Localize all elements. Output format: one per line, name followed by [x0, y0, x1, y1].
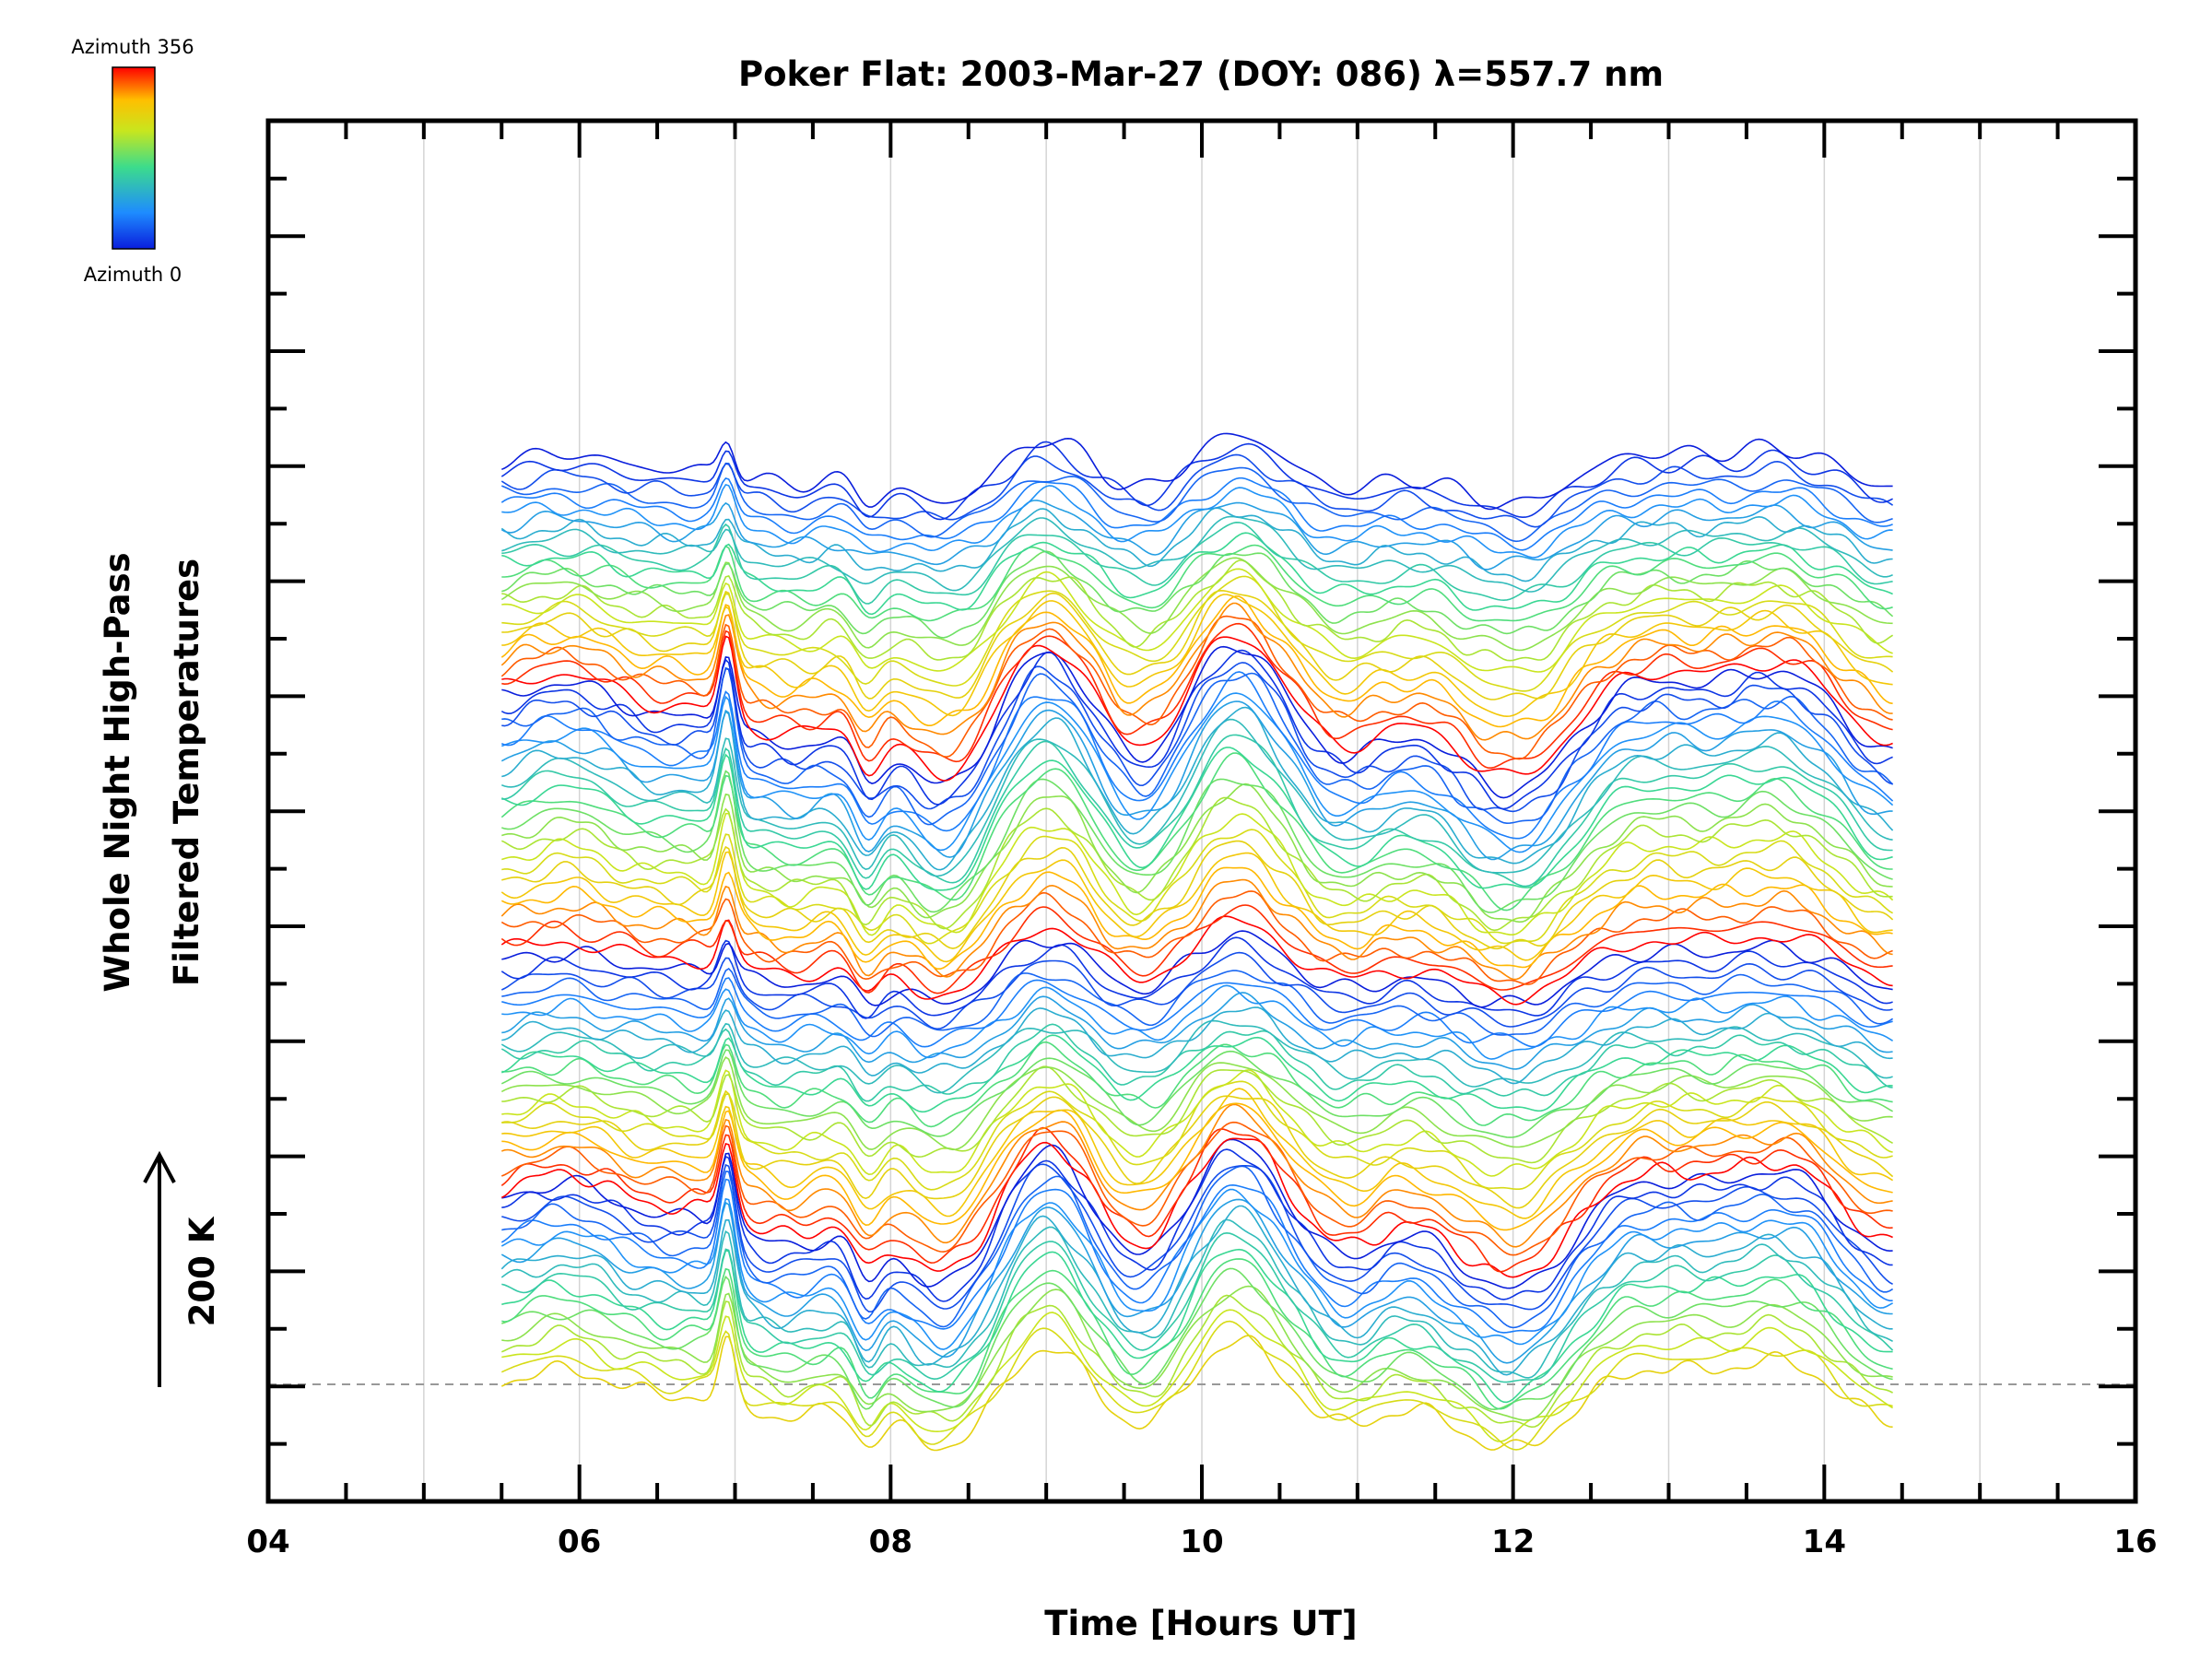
x-tick-label: 06 [558, 1524, 601, 1560]
azimuth-trace [500, 904, 1893, 994]
azimuth-trace [501, 589, 1894, 700]
azimuth-trace [501, 840, 1894, 950]
azimuth-trace [501, 550, 1894, 639]
azimuth-trace [501, 622, 1893, 770]
azimuth-trace [501, 930, 1893, 1008]
azimuth-trace [500, 649, 1893, 810]
azimuth-trace [501, 829, 1893, 945]
x-tick-label: 16 [2113, 1524, 2157, 1560]
azimuth-trace [501, 692, 1894, 853]
azimuth-trace [501, 1163, 1893, 1313]
azimuth-trace [500, 1137, 1893, 1278]
azimuth-trace [500, 936, 1893, 1019]
y-axis-label-line-2: Filtered Temperatures [167, 559, 206, 986]
azimuth-trace [501, 734, 1893, 888]
azimuth-trace [501, 718, 1893, 877]
azimuth-trace [500, 1218, 1893, 1379]
colorbar-gradient [112, 66, 156, 250]
azimuth-trace [500, 1205, 1893, 1376]
azimuth-trace [501, 671, 1894, 840]
azimuth-trace [501, 1006, 1893, 1085]
azimuth-trace [501, 1309, 1894, 1442]
azimuth-trace [501, 984, 1894, 1060]
azimuth-trace [500, 500, 1893, 571]
azimuth-trace [501, 1231, 1894, 1383]
azimuth-trace [501, 521, 1893, 605]
x-tick-label: 04 [246, 1524, 289, 1560]
azimuth-trace [501, 559, 1894, 662]
azimuth-trace [501, 532, 1893, 616]
colorbar-top-label: Azimuth 356 [71, 36, 194, 58]
azimuth-trace [501, 1103, 1893, 1248]
azimuth-trace [500, 1019, 1893, 1094]
azimuth-trace [501, 1041, 1893, 1128]
azimuth-trace [501, 515, 1893, 593]
azimuth-trace [501, 483, 1893, 559]
azimuth-trace [500, 1178, 1893, 1334]
x-tick-label: 14 [1803, 1524, 1846, 1560]
azimuth-traces [500, 432, 1894, 1452]
azimuth-trace [500, 462, 1893, 543]
azimuth-trace [500, 602, 1893, 741]
azimuth-trace [500, 453, 1894, 528]
azimuth-trace [500, 1121, 1893, 1256]
colorbar: Azimuth 356 Azimuth 0 [71, 36, 194, 286]
azimuth-trace [500, 441, 1893, 521]
azimuth-trace [501, 1069, 1893, 1177]
x-tick-label: 10 [1180, 1524, 1223, 1560]
azimuth-trace [501, 782, 1893, 924]
azimuth-trace [501, 977, 1893, 1048]
azimuth-trace [500, 1023, 1893, 1102]
x-axis-ticks [344, 121, 2060, 1501]
azimuth-trace [501, 1138, 1893, 1289]
azimuth-trace [500, 615, 1893, 760]
y-axis-ticks [268, 176, 2136, 1446]
azimuth-trace [501, 967, 1894, 1038]
azimuth-trace [501, 568, 1893, 673]
azimuth-trace [501, 575, 1893, 692]
azimuth-trace [500, 1198, 1893, 1364]
azimuth-trace [501, 1089, 1894, 1209]
azimuth-trace [501, 1258, 1893, 1410]
azimuth-trace [501, 1294, 1893, 1429]
azimuth-trace [501, 1065, 1893, 1164]
azimuth-trace [500, 878, 1893, 981]
azimuth-trace [500, 796, 1893, 932]
azimuth-trace [500, 700, 1893, 861]
azimuth-trace [501, 1088, 1894, 1219]
azimuth-trace [500, 477, 1893, 551]
y-axis-label-line-1: Whole Night High-Pass [98, 552, 137, 992]
azimuth-trace [500, 747, 1893, 891]
scale-label: 200 K [182, 1216, 222, 1326]
x-tick-label: 12 [1491, 1524, 1535, 1560]
azimuth-trace [501, 1285, 1893, 1421]
azimuth-trace [501, 1267, 1893, 1411]
azimuth-trace [501, 544, 1893, 622]
azimuth-trace [500, 866, 1893, 970]
scale-arrow [143, 1150, 176, 1387]
azimuth-trace [500, 1335, 1893, 1452]
azimuth-trace [500, 951, 1893, 1030]
azimuth-trace [501, 635, 1893, 782]
azimuth-trace [500, 752, 1893, 912]
azimuth-trace [500, 507, 1893, 582]
colorbar-bottom-label: Azimuth 0 [84, 264, 182, 286]
azimuth-trace [501, 645, 1893, 799]
chart-title: Poker Flat: 2003-Mar-27 (DOY: 086) λ=557… [738, 54, 1664, 94]
x-axis-label: Time [Hours UT] [1044, 1604, 1357, 1643]
azimuth-trace [500, 1320, 1893, 1451]
azimuth-trace [500, 1049, 1893, 1138]
azimuth-trace [500, 432, 1893, 511]
x-axis-tick-labels: 04 06 08 10 12 14 16 [246, 1524, 2157, 1560]
azimuth-trace [501, 594, 1893, 718]
azimuth-trace [500, 1126, 1893, 1273]
azimuth-trace [500, 1055, 1893, 1151]
x-tick-label: 08 [869, 1524, 912, 1560]
azimuth-trace [500, 890, 1893, 985]
azimuth-trace [501, 992, 1893, 1070]
